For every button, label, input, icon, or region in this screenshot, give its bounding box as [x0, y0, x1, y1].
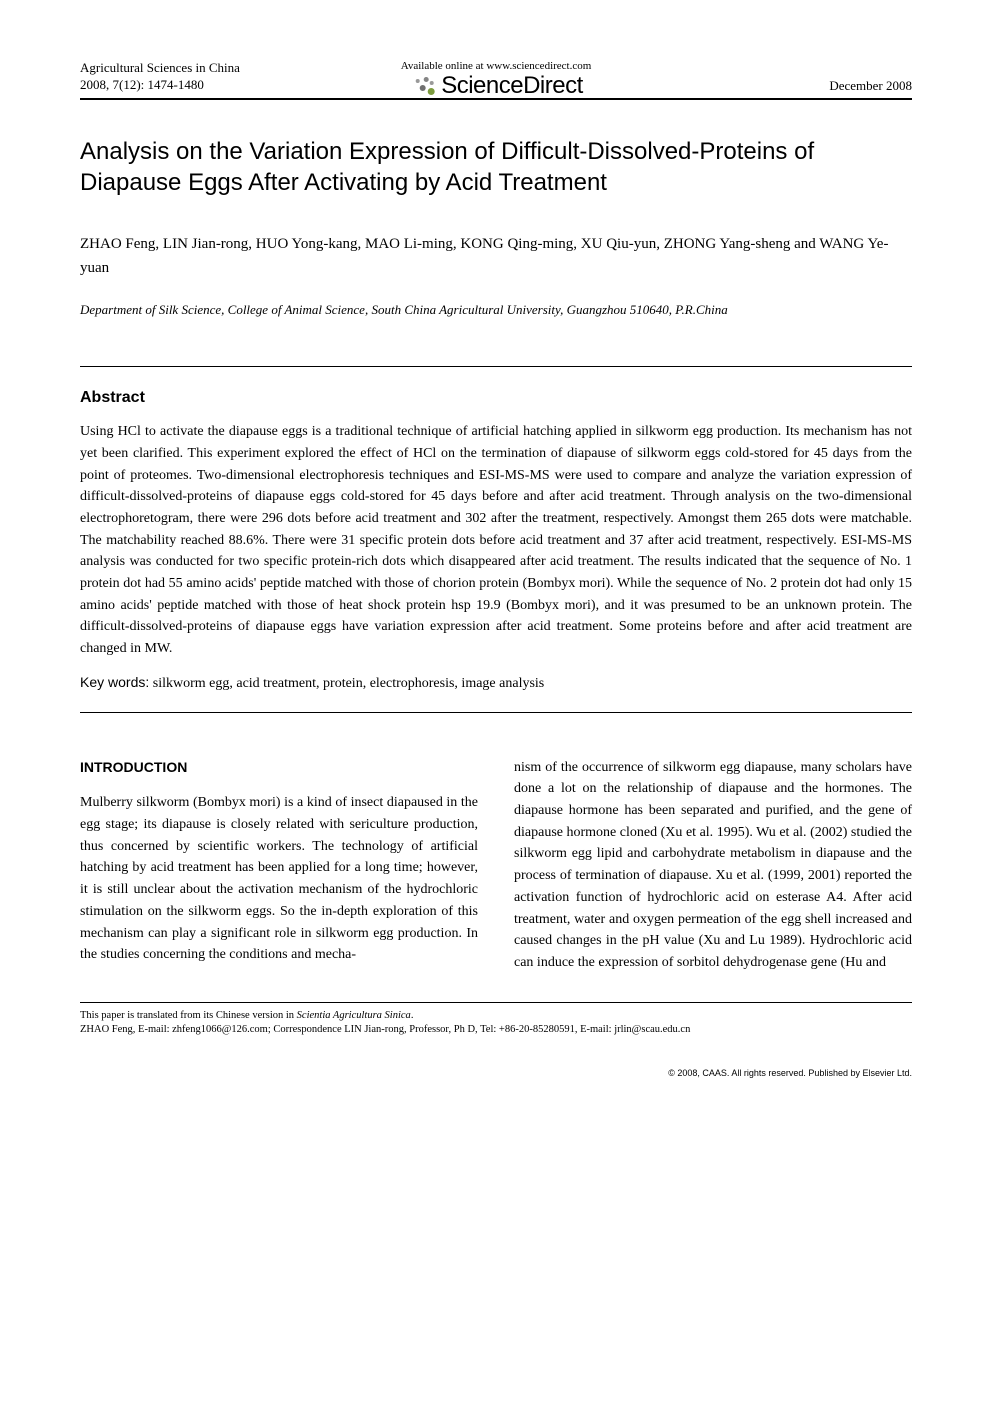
column-left: INTRODUCTION Mulberry silkworm (Bombyx m… [80, 757, 478, 974]
sciencedirect-logo-icon [409, 77, 435, 95]
introduction-heading: INTRODUCTION [80, 757, 478, 779]
journal-citation: 2008, 7(12): 1474-1480 [80, 77, 240, 94]
affiliation: Department of Silk Science, College of A… [80, 302, 912, 318]
intro-paragraph-right: nism of the occurrence of silkworm egg d… [514, 757, 912, 974]
abstract-heading: Abstract [80, 389, 912, 407]
footnote-journal-italic: Scientia Agricultura Sinica [297, 1010, 411, 1021]
abstract-body: Using HCl to activate the diapause eggs … [80, 421, 912, 660]
keywords: Key words: silkworm egg, acid treatment,… [80, 674, 912, 692]
sciencedirect-brand: ScienceDirect [401, 72, 592, 100]
journal-info: Agricultural Sciences in China 2008, 7(1… [80, 60, 240, 94]
article-title: Analysis on the Variation Expression of … [80, 136, 912, 198]
abstract-section: Abstract Using HCl to activate the diapa… [80, 366, 912, 713]
header-center: Available online at www.sciencedirect.co… [401, 60, 592, 100]
available-online: Available online at www.sciencedirect.co… [401, 60, 592, 72]
abstract-text-content: Using HCl to activate the diapause eggs … [80, 424, 912, 656]
footnote-translated-prefix: This paper is translated from its Chines… [80, 1010, 297, 1021]
issue-date: December 2008 [829, 78, 912, 94]
sciencedirect-text: ScienceDirect [441, 72, 583, 100]
footnote-line-1: This paper is translated from its Chines… [80, 1009, 912, 1024]
copyright-line: © 2008, CAAS. All rights reserved. Publi… [80, 1068, 912, 1078]
footnote-line-2: ZHAO Feng, E-mail: zhfeng1066@126.com; C… [80, 1023, 912, 1038]
journal-name: Agricultural Sciences in China [80, 60, 240, 77]
page-header: Agricultural Sciences in China 2008, 7(1… [80, 60, 912, 100]
keywords-label: Key words: [80, 674, 149, 690]
column-right: nism of the occurrence of silkworm egg d… [514, 757, 912, 974]
page-footnote: This paper is translated from its Chines… [80, 1002, 912, 1038]
author-list: ZHAO Feng, LIN Jian-rong, HUO Yong-kang,… [80, 232, 912, 280]
intro-paragraph-left: Mulberry silkworm (Bombyx mori) is a kin… [80, 792, 478, 966]
body-text: INTRODUCTION Mulberry silkworm (Bombyx m… [80, 757, 912, 974]
footnote-period: . [411, 1010, 414, 1021]
keywords-values: silkworm egg, acid treatment, protein, e… [149, 676, 544, 691]
